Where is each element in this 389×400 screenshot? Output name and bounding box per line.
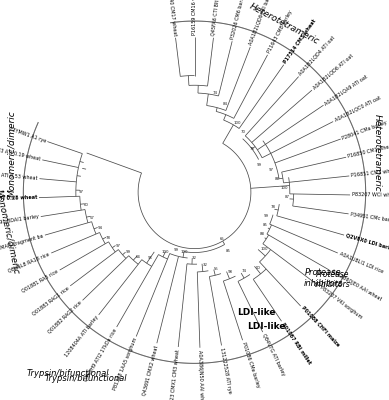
Text: Q8H4L8 RA18 rice: Q8H4L8 RA18 rice — [7, 252, 51, 274]
Text: 57: 57 — [90, 216, 95, 220]
Text: Monomeric/dimeric: Monomeric/dimeric — [0, 188, 21, 275]
Text: Protease
inhibitors: Protease inhibitors — [303, 268, 342, 288]
Text: 100: 100 — [260, 246, 268, 250]
Text: 97: 97 — [79, 190, 84, 194]
Text: P16968 BMAI1 fragment ba: P16968 BMAI1 fragment ba — [0, 233, 44, 257]
Text: A0A1U8LI1 LDI rice: A0A1U8LI1 LDI rice — [338, 252, 384, 274]
Text: 78: 78 — [106, 236, 111, 240]
Text: P16159 CM16 wheat: P16159 CM16 wheat — [192, 0, 197, 35]
Text: Q43691 CMX2 wheat: Q43691 CMX2 wheat — [142, 344, 159, 396]
Text: P11643 CM8 barley: P11643 CM8 barley — [266, 10, 293, 54]
Text: P81368 1AA5 sorghum: P81368 1AA5 sorghum — [112, 337, 138, 392]
Text: Q43723 CMX1 CM3 wheat: Q43723 CMX1 CM3 wheat — [169, 349, 180, 400]
Text: P28041 CMa barley: P28041 CMa barley — [342, 120, 388, 141]
Text: A0A1B2LQC0 ATI oat: A0A1B2LQC0 ATI oat — [334, 95, 382, 123]
Text: P17314 CM3 wheat: P17314 CM3 wheat — [283, 18, 317, 65]
Text: LDI-like: LDI-like — [247, 322, 286, 331]
Text: 97: 97 — [116, 244, 121, 248]
Text: 99: 99 — [264, 214, 269, 218]
Text: Q01882 RAG2 rice: Q01882 RAG2 rice — [47, 300, 83, 334]
Text: 95: 95 — [147, 256, 152, 260]
Text: 99: 99 — [173, 248, 179, 252]
Text: Trypsin/bifunctional: Trypsin/bifunctional — [27, 369, 109, 378]
Text: A0A386JN50 AAI wheat: A0A386JN50 AAI wheat — [198, 350, 205, 400]
Text: 88: 88 — [275, 177, 280, 181]
Text: 74: 74 — [242, 269, 247, 273]
Text: 99: 99 — [126, 250, 131, 254]
Text: 32: 32 — [192, 256, 197, 260]
Text: P35983 ATI 0.19 wheat: P35983 ATI 0.19 wheat — [0, 145, 41, 162]
Text: Q7X8H9 ATI2 17kDa rice: Q7X8H9 ATI2 17kDa rice — [83, 328, 118, 382]
Text: P01084 ATI 0.53 wheat: P01084 ATI 0.53 wheat — [0, 171, 38, 181]
Text: 64: 64 — [136, 255, 141, 259]
Text: P34951 CMc barley: P34951 CMc barley — [350, 212, 389, 223]
Text: Monomeric/dimeric: Monomeric/dimeric — [7, 110, 16, 197]
Text: Protease
inhibitors: Protease inhibitors — [315, 270, 350, 290]
Text: 85: 85 — [263, 223, 268, 227]
Text: P01086 CMe barley: P01086 CMe barley — [241, 341, 260, 388]
Text: P32026 CM6 barley: P32026 CM6 barley — [230, 0, 247, 40]
Text: 65: 65 — [219, 237, 224, 241]
Text: 74: 74 — [213, 91, 218, 95]
Text: Q45FA6 CTI Blt rye fragme: Q45FA6 CTI Blt rye fragme — [211, 0, 224, 36]
Text: C3YMW1 A1 rye: C3YMW1 A1 rye — [8, 126, 46, 143]
Text: 70: 70 — [241, 130, 246, 134]
Text: P01087 RBI millet: P01087 RBI millet — [280, 322, 312, 365]
Text: P01088 CHFI maize: P01088 CHFI maize — [300, 306, 340, 348]
Text: Q84VTG ATI barley: Q84VTG ATI barley — [261, 333, 286, 376]
Text: 131222528 ATI rye: 131222528 ATI rye — [219, 347, 232, 394]
Text: 85: 85 — [226, 249, 231, 253]
Text: P16850 CM1 wheat: P16850 CM1 wheat — [347, 144, 389, 159]
Text: Q2V8X0 LDI barley: Q2V8X0 LDI barley — [345, 233, 389, 252]
Text: 50: 50 — [256, 266, 261, 270]
Text: LDI-like: LDI-like — [238, 308, 276, 317]
Text: 32: 32 — [202, 264, 207, 268]
Text: P83207 WCI wheat: P83207 WCI wheat — [352, 192, 389, 198]
Text: A0A1B2LQD6 ATI oat: A0A1B2LQD6 ATI oat — [312, 53, 354, 91]
Text: 100: 100 — [280, 186, 287, 190]
Text: 100: 100 — [180, 250, 188, 254]
Text: 99: 99 — [256, 163, 261, 167]
Text: 100: 100 — [234, 121, 242, 125]
Text: P01083 ATI 0.28 wheat: P01083 ATI 0.28 wheat — [0, 195, 37, 202]
Text: 88: 88 — [259, 232, 265, 236]
Text: Q01883 RAG1 rice: Q01883 RAG1 rice — [32, 285, 70, 316]
Text: A0A3B6QJE0 AAI wheat: A0A3B6QJE0 AAI wheat — [330, 269, 382, 302]
Text: 97: 97 — [269, 168, 273, 172]
Text: 78: 78 — [270, 206, 275, 210]
Text: Heterotetrameric: Heterotetrameric — [373, 114, 382, 192]
Text: A0A1B2LQD4 ATI oat: A0A1B2LQD4 ATI oat — [298, 35, 336, 77]
Text: Heterotetrameric: Heterotetrameric — [247, 2, 321, 46]
Text: Trypsin/bifunctional: Trypsin/bifunctional — [44, 374, 127, 383]
Text: P16851 CM2 wheat: P16851 CM2 wheat — [351, 168, 389, 178]
Text: 84: 84 — [223, 102, 228, 106]
Text: 87: 87 — [285, 195, 290, 199]
Text: 94: 94 — [98, 226, 103, 230]
Text: P13691 BDAI1 barley: P13691 BDAI1 barley — [0, 214, 39, 228]
Text: 75: 75 — [249, 147, 254, 151]
Text: 100: 100 — [162, 250, 169, 254]
Text: 55: 55 — [214, 267, 219, 271]
Text: 98: 98 — [228, 270, 233, 274]
Text: A0A1B2LQA9 ATI oat: A0A1B2LQA9 ATI oat — [324, 74, 369, 106]
Text: 1208404A ATI barley: 1208404A ATI barley — [64, 315, 100, 358]
Text: A0A1B2LQD9 ATI barley: A0A1B2LQD9 ATI barley — [249, 0, 274, 46]
Text: P83207 VKI sorghum: P83207 VKI sorghum — [319, 285, 363, 320]
Text: Q41540 CM17 wheat: Q41540 CM17 wheat — [166, 0, 178, 36]
Text: 60: 60 — [84, 204, 89, 208]
Text: Q01881 RA5 rice: Q01881 RA5 rice — [21, 269, 59, 294]
